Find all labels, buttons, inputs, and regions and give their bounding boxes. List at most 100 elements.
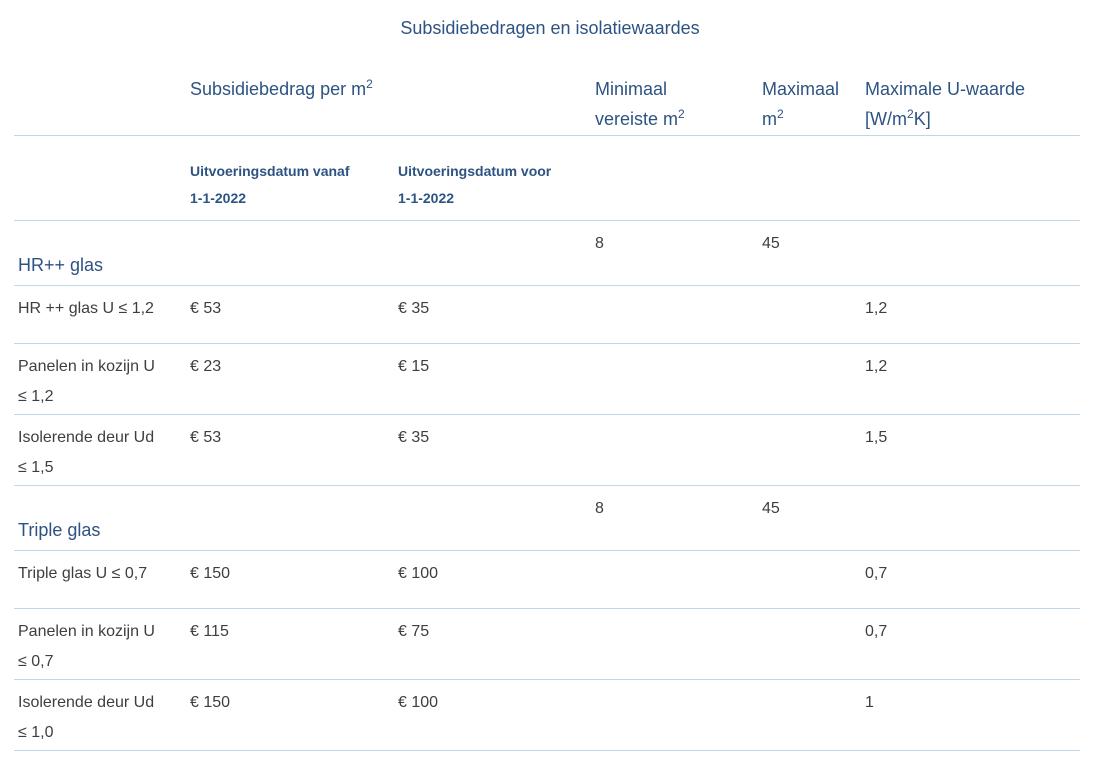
empty-cell <box>865 135 1081 221</box>
empty-cell <box>762 679 866 751</box>
table-row: Triple glas U ≤ 0,7 € 150 € 100 0,7 <box>14 550 1081 609</box>
row-label: Triple glas U ≤ 0,7 <box>14 550 190 609</box>
subcol-header-voor-line2: 1-1-2022 <box>398 189 455 206</box>
row-label-line2: ≤ 0,7 <box>18 652 54 670</box>
empty-cell <box>190 220 398 286</box>
table-row: Panelen in kozijn U ≤ 1,2 € 23 € 15 1,2 <box>14 343 1081 415</box>
row-label: Isolerende deur Ud ≤ 1,5 <box>14 414 190 486</box>
row-label-line2: ≤ 1,0 <box>18 723 54 741</box>
empty-cell <box>762 285 866 344</box>
empty-cell <box>865 220 1081 286</box>
col-header-subsidiebedrag-text: Subsidiebedrag per m <box>190 79 367 99</box>
max-m2-value: 45 <box>762 485 866 551</box>
col-header-maximaal-line1: Maximaal <box>762 79 840 99</box>
subsidie-vanaf-value: € 115 <box>190 608 398 680</box>
min-m2-value: 8 <box>595 485 763 551</box>
empty-cell <box>762 135 866 221</box>
empty-cell <box>762 343 866 415</box>
min-m2-value: 8 <box>595 220 763 286</box>
empty-cell <box>865 485 1081 551</box>
subsidie-voor-value: € 35 <box>398 285 596 344</box>
superscript: 2 <box>678 107 685 121</box>
col-header-minimaal-line2: vereiste m2 <box>595 104 762 134</box>
empty-cell <box>595 608 763 680</box>
table-row: Isolerende deur Ud ≤ 1,0 € 150 € 100 1 <box>14 679 1081 751</box>
col-header-minimaal-line2-text: vereiste m <box>595 109 679 129</box>
page-title: Subsidiebedragen en isolatiewaardes <box>400 18 700 38</box>
empty-cell <box>595 414 763 486</box>
empty-cell <box>595 135 763 221</box>
table-row: Panelen in kozijn U ≤ 0,7 € 115 € 75 0,7 <box>14 608 1081 680</box>
header-row: Subsidiebedrag per m2 Minimaal vereiste … <box>14 60 1081 136</box>
col-header-u-waarde-line2-pre: [W/m <box>865 109 908 129</box>
subcol-header-vanaf: Uitvoeringsdatum vanaf 1-1-2022 <box>190 135 398 221</box>
subsidie-vanaf-value: € 150 <box>190 550 398 609</box>
section-row-triple-glas: Triple glas 8 45 <box>14 485 1081 551</box>
subsidie-voor-value: € 35 <box>398 414 596 486</box>
col-header-u-waarde-line2-post: K] <box>913 109 931 129</box>
max-u-waarde-value: 1,2 <box>865 285 1081 344</box>
empty-cell <box>14 60 190 136</box>
section-title: Triple glas <box>14 485 190 551</box>
subsidie-voor-value: € 75 <box>398 608 596 680</box>
empty-cell <box>398 220 596 286</box>
max-u-waarde-value: 1,5 <box>865 414 1081 486</box>
max-m2-value: 45 <box>762 220 866 286</box>
subheader-row: Uitvoeringsdatum vanaf 1-1-2022 Uitvoeri… <box>14 135 1081 221</box>
empty-cell <box>762 550 866 609</box>
col-header-u-waarde-line2: [W/m2K] <box>865 104 1080 134</box>
max-u-waarde-value: 1 <box>865 679 1081 751</box>
subsidie-vanaf-value: € 53 <box>190 285 398 344</box>
subsidie-voor-value: € 15 <box>398 343 596 415</box>
row-label: Panelen in kozijn U ≤ 1,2 <box>14 343 190 415</box>
empty-cell <box>595 343 763 415</box>
subcol-header-voor: Uitvoeringsdatum voor 1-1-2022 <box>398 135 596 221</box>
col-header-u-waarde-line1: Maximale U-waarde <box>865 79 1026 99</box>
max-u-waarde-value: 0,7 <box>865 550 1081 609</box>
superscript: 2 <box>907 107 914 121</box>
col-header-maximaal-line2-text: m <box>762 109 778 129</box>
section-row-hr-glas: HR++ glas 8 45 <box>14 220 1081 286</box>
subcol-header-voor-line1: Uitvoeringsdatum voor <box>398 162 552 179</box>
subsidie-vanaf-value: € 150 <box>190 679 398 751</box>
col-header-maximaal-line2: m2 <box>762 104 865 134</box>
subsidy-table: Subsidiebedrag per m2 Minimaal vereiste … <box>14 60 1081 751</box>
col-header-subsidiebedrag: Subsidiebedrag per m2 <box>190 60 596 136</box>
row-label-line1: Panelen in kozijn U <box>18 357 155 375</box>
empty-cell <box>595 550 763 609</box>
table-row: HR ++ glas U ≤ 1,2 € 53 € 35 1,2 <box>14 285 1081 344</box>
empty-cell <box>595 679 763 751</box>
col-header-minimaal-line1: Minimaal <box>595 79 668 99</box>
max-u-waarde-value: 0,7 <box>865 608 1081 680</box>
row-label-line1: Triple glas U ≤ 0,7 <box>18 564 148 582</box>
empty-cell <box>762 608 866 680</box>
empty-cell <box>762 414 866 486</box>
row-label: Panelen in kozijn U ≤ 0,7 <box>14 608 190 680</box>
row-label: Isolerende deur Ud ≤ 1,0 <box>14 679 190 751</box>
row-label-line1: Isolerende deur Ud <box>18 428 155 446</box>
subcol-header-vanaf-line2: 1-1-2022 <box>190 189 247 206</box>
subsidie-voor-value: € 100 <box>398 679 596 751</box>
superscript: 2 <box>366 77 373 91</box>
row-label-line1: Panelen in kozijn U <box>18 622 155 640</box>
empty-cell <box>595 285 763 344</box>
row-label: HR ++ glas U ≤ 1,2 <box>14 285 190 344</box>
row-label-line2: ≤ 1,5 <box>18 458 54 476</box>
empty-cell <box>398 485 596 551</box>
empty-cell <box>190 485 398 551</box>
col-header-minimaal-vereiste: Minimaal vereiste m2 <box>595 60 763 136</box>
row-label-line2: ≤ 1,2 <box>18 387 54 405</box>
max-u-waarde-value: 1,2 <box>865 343 1081 415</box>
col-header-maximaal: Maximaal m2 <box>762 60 866 136</box>
table-row: Isolerende deur Ud ≤ 1,5 € 53 € 35 1,5 <box>14 414 1081 486</box>
subsidie-voor-value: € 100 <box>398 550 596 609</box>
col-header-max-u-waarde: Maximale U-waarde [W/m2K] <box>865 60 1081 136</box>
superscript: 2 <box>777 107 784 121</box>
section-title: HR++ glas <box>14 220 190 286</box>
empty-cell <box>14 135 190 221</box>
row-label-line1: HR ++ glas U ≤ 1,2 <box>18 299 154 317</box>
subsidie-vanaf-value: € 23 <box>190 343 398 415</box>
subsidie-vanaf-value: € 53 <box>190 414 398 486</box>
row-label-line1: Isolerende deur Ud <box>18 693 155 711</box>
subcol-header-vanaf-line1: Uitvoeringsdatum vanaf <box>190 162 350 179</box>
